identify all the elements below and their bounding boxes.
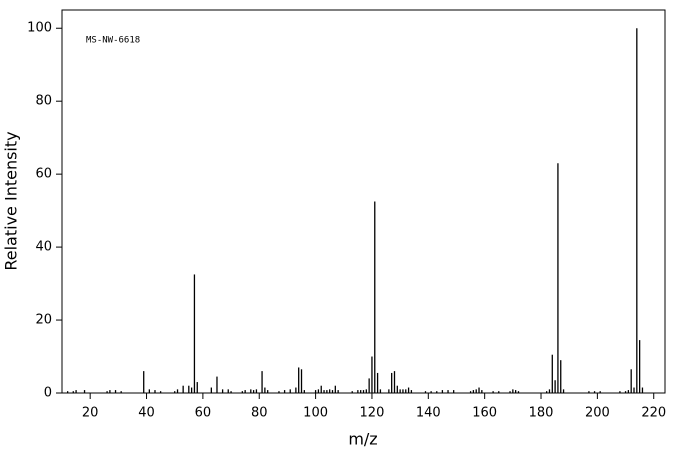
x-tick-label: 160: [472, 406, 497, 421]
x-tick-label: 40: [138, 406, 155, 421]
x-tick-label: 220: [641, 406, 666, 421]
x-axis-label: m/z: [348, 430, 377, 449]
y-tick-label: 0: [44, 386, 52, 401]
y-tick-label: 20: [35, 313, 52, 328]
x-tick-label: 200: [585, 406, 610, 421]
x-tick-label: 140: [416, 406, 441, 421]
x-tick-label: 80: [251, 406, 268, 421]
annotation: MS-NW-6618: [86, 36, 140, 46]
x-tick-label: 20: [82, 406, 99, 421]
x-tick-label: 120: [360, 406, 385, 421]
plot-frame: [61, 9, 666, 394]
y-tick-label: 80: [35, 94, 52, 109]
y-tick-label: 60: [35, 167, 52, 182]
y-tick-label: 100: [27, 21, 52, 36]
x-tick-label: 180: [529, 406, 554, 421]
y-tick-label: 40: [35, 240, 52, 255]
y-axis-label: Relative Intensity: [2, 131, 21, 270]
x-tick-label: 60: [195, 406, 212, 421]
x-tick-label: 100: [303, 406, 328, 421]
